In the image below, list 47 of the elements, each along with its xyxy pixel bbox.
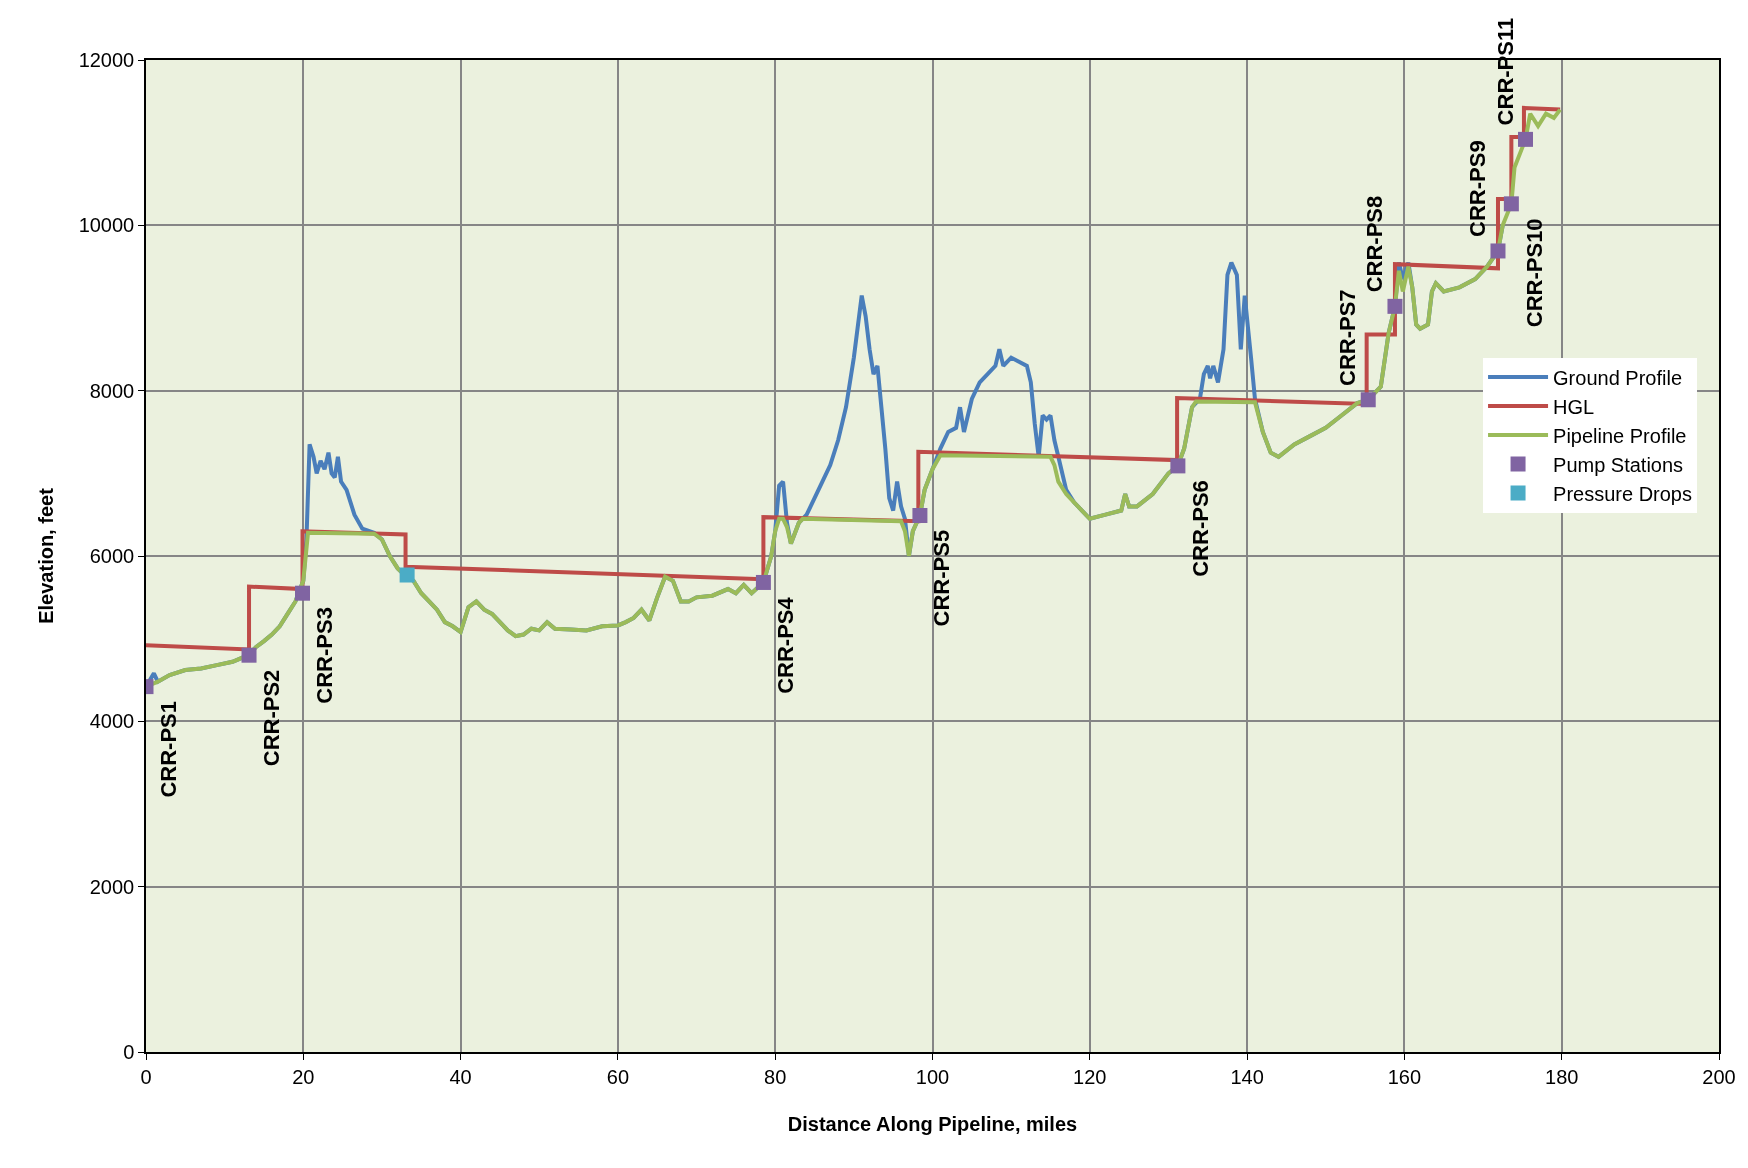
annotation: CRR-PS4: [772, 596, 798, 694]
x-tick-label: 140: [1230, 1065, 1264, 1088]
point: [1360, 392, 1376, 408]
x-tick-label: 60: [606, 1065, 630, 1088]
annotation: CRR-PS1: [156, 701, 182, 798]
x-axis-title: Distance Along Pipeline, miles: [787, 1112, 1078, 1135]
y-tick-label: 4000: [89, 710, 135, 733]
annotation: CRR-PS2: [258, 669, 284, 767]
x-tick-label: 80: [764, 1065, 787, 1088]
x-tick-label: 120: [1073, 1065, 1107, 1088]
x-tick-label: 20: [292, 1065, 315, 1088]
legend-label: Ground Profile: [1553, 366, 1683, 389]
legend-label: Pressure Drops: [1553, 482, 1692, 505]
point: [1170, 458, 1186, 474]
annotation: CRR-PS3: [312, 607, 338, 704]
y-tick-label: 2000: [89, 875, 135, 898]
y-tick-label: 10000: [78, 214, 135, 237]
point: [1387, 298, 1403, 314]
y-axis-title: Elevation, feet: [34, 487, 57, 624]
x-tick-label: 160: [1387, 1065, 1422, 1088]
point: [755, 574, 771, 590]
annotation: CRR-PS10: [1521, 218, 1547, 328]
annotation: CRR-PS11: [1492, 17, 1518, 126]
y-tick-label: 0: [123, 1041, 135, 1063]
point: [1503, 196, 1519, 212]
annotation: CRR-PS9: [1465, 140, 1491, 237]
point: [1490, 243, 1506, 259]
y-tick-label: 8000: [89, 379, 135, 402]
y-tick-label: 6000: [89, 545, 135, 567]
legend-label: Pipeline Profile: [1553, 424, 1687, 447]
legend-label: HGL: [1553, 395, 1595, 418]
annotation: CRR-PS6: [1188, 480, 1213, 577]
point: [1518, 131, 1534, 147]
point: [295, 585, 311, 601]
x-tick-label: 180: [1545, 1065, 1579, 1088]
x-tick-label: 0: [140, 1065, 152, 1088]
point: [912, 507, 928, 523]
x-tick-label: 200: [1702, 1065, 1736, 1088]
annotation: CRR-PS5: [929, 529, 955, 627]
point: [399, 567, 415, 583]
point: [241, 647, 257, 663]
annotation: CRR-PS7: [1335, 289, 1361, 386]
y-tick-label: 12000: [78, 49, 135, 71]
legend-label: Pump Stations: [1553, 453, 1684, 476]
x-tick-label: 40: [449, 1065, 472, 1088]
x-tick-label: 100: [915, 1065, 950, 1088]
annotation: CRR-PS8: [1361, 195, 1387, 293]
